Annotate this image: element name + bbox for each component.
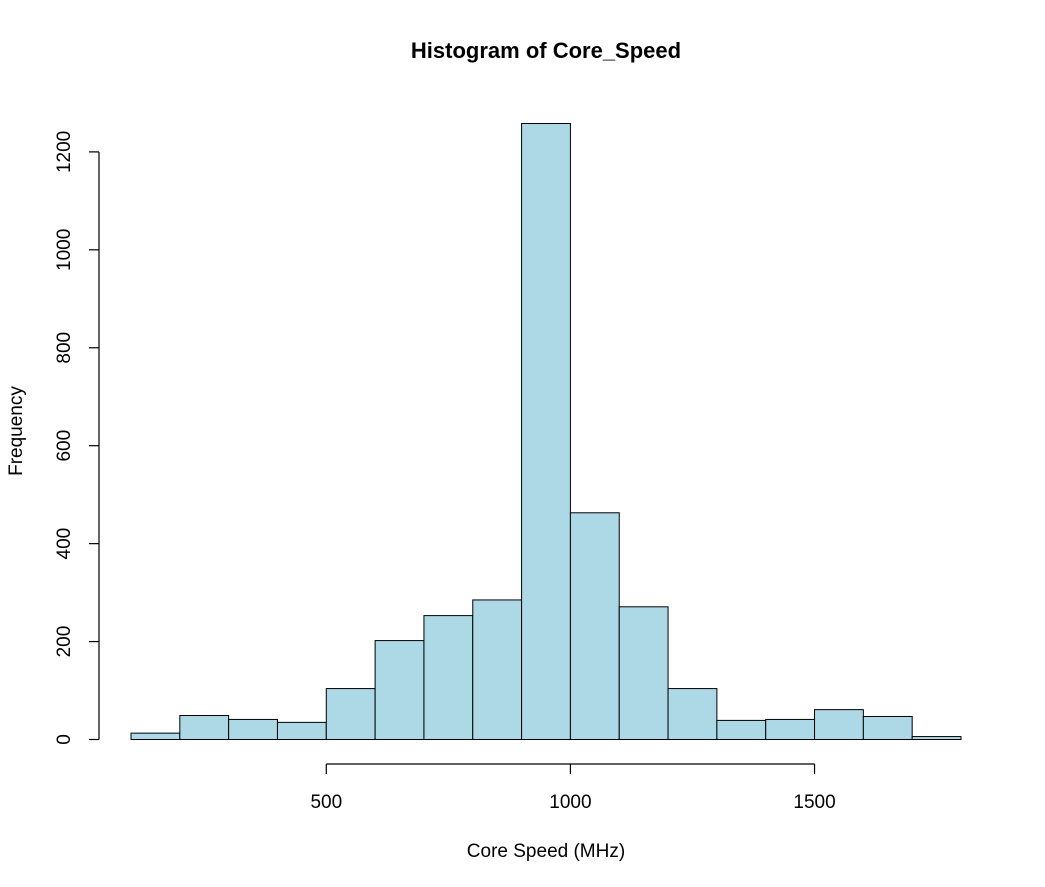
y-axis: 0 200 400 600 800 1000 1200 [54,131,100,745]
histogram-bar [667,688,718,740]
histogram-bar [911,736,962,741]
histogram-bar [179,715,230,740]
y-tick-label: 1200 [54,131,75,173]
y-tick-label: 200 [54,626,75,658]
histogram-bar [423,615,474,740]
y-tick-label: 600 [54,430,75,462]
x-tick-label: 1000 [549,792,591,813]
x-tick-label: 500 [310,792,342,813]
histogram-bar [374,640,425,741]
histogram-bar [862,715,913,741]
histogram-bar [130,732,181,740]
histogram-bar [228,718,278,741]
histogram-bar [276,721,327,741]
y-tick-label: 0 [54,734,75,745]
chart-title: Histogram of Core_Speed [411,38,681,63]
histogram-bar [569,512,620,741]
histogram-bar [325,688,376,740]
x-axis-label: Core Speed (MHz) [467,841,625,862]
bars-group [130,123,962,741]
y-axis-label: Frequency [6,386,27,476]
histogram-bar [814,709,864,741]
histogram-bar [618,606,669,740]
x-tick-label: 1500 [793,792,835,813]
y-tick-label: 1000 [54,229,75,271]
y-tick-label: 400 [54,528,75,560]
histogram-bar [472,599,523,740]
histogram-bar [521,123,571,740]
y-tick-label: 800 [54,332,75,364]
x-axis: 500 1000 1500 [310,763,836,813]
histogram-bar [765,718,816,741]
histogram-bar [716,719,767,740]
